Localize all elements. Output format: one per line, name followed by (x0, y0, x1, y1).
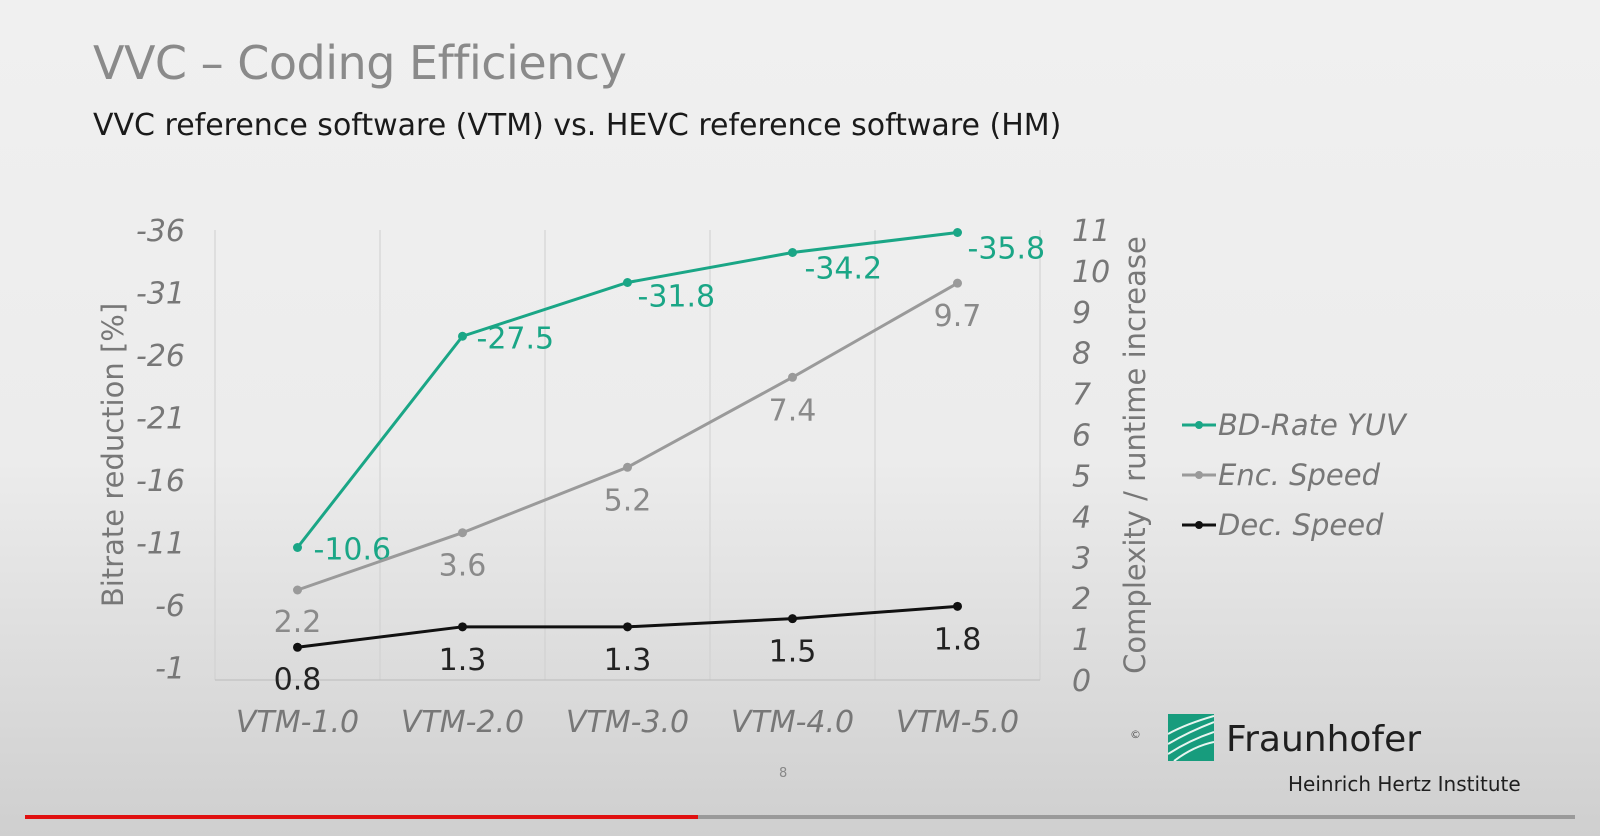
right-tick-label: 0 (1072, 664, 1091, 699)
data-point (623, 278, 632, 287)
legend-marker (1195, 421, 1203, 429)
right-tick-label: 4 (1072, 500, 1091, 535)
x-tick-label: VTM-3.0 (566, 705, 689, 740)
right-tick-label: 5 (1072, 459, 1091, 494)
data-label: -35.8 (968, 232, 1046, 267)
data-label: 3.6 (439, 549, 487, 584)
left-tick-label: -31 (136, 277, 185, 312)
data-point (458, 528, 467, 538)
legend-marker (1195, 471, 1203, 479)
data-point (788, 614, 797, 624)
right-axis-title: Complexity / runtime increase (1118, 236, 1152, 674)
data-label: 1.3 (439, 643, 487, 678)
data-label: 5.2 (604, 483, 652, 518)
right-tick-label: 9 (1072, 296, 1091, 331)
right-tick-label: 1 (1072, 623, 1091, 658)
video-progress-fill (25, 815, 698, 819)
data-point (458, 331, 467, 341)
data-point (293, 642, 302, 652)
left-axis-title: Bitrate reduction [%] (96, 303, 130, 607)
data-label: -31.8 (638, 280, 716, 315)
legend-label: Dec. Speed (1218, 508, 1384, 542)
x-tick-label: VTM-1.0 (236, 705, 359, 740)
data-label: 1.3 (604, 643, 652, 678)
data-label: -27.5 (477, 321, 555, 356)
left-tick-label: -36 (136, 214, 185, 249)
data-point (623, 462, 632, 472)
logo-subtitle: Heinrich Hertz Institute (1288, 772, 1521, 796)
data-label: 1.8 (934, 622, 982, 657)
data-point (953, 601, 962, 611)
data-point (623, 622, 632, 632)
legend-label: Enc. Speed (1218, 458, 1381, 492)
left-tick-label: -26 (136, 339, 185, 374)
data-label: 7.4 (769, 393, 817, 428)
page-number: 8 (779, 766, 788, 781)
right-tick-label: 8 (1072, 337, 1091, 372)
right-tick-label: 10 (1072, 255, 1110, 290)
video-progress-bar[interactable] (25, 815, 1575, 819)
legend-label: BD-Rate YUV (1218, 408, 1408, 442)
data-label: 0.8 (274, 662, 322, 697)
slide-subtitle: VVC reference software (VTM) vs. HEVC re… (93, 108, 1062, 143)
copyright-mark: © (1130, 728, 1141, 741)
x-tick-label: VTM-2.0 (401, 705, 524, 740)
series-line-1 (297, 281, 959, 592)
right-tick-label: 11 (1072, 214, 1110, 249)
data-label: 2.2 (274, 605, 322, 640)
data-point (293, 543, 302, 552)
slide-title: VVC – Coding Efficiency (93, 36, 627, 90)
data-label: 1.5 (769, 635, 817, 670)
data-point (293, 585, 302, 595)
legend-marker (1195, 521, 1203, 529)
data-point (788, 248, 797, 257)
data-point (953, 278, 962, 288)
right-tick-label: 7 (1072, 378, 1091, 413)
data-point (788, 372, 797, 382)
right-tick-label: 2 (1072, 582, 1091, 617)
right-tick-label: 6 (1072, 419, 1091, 454)
x-tick-label: VTM-5.0 (896, 705, 1019, 740)
data-label: -34.2 (805, 252, 883, 287)
left-tick-label: -11 (136, 527, 185, 562)
left-tick-label: -6 (155, 589, 185, 624)
data-label: 9.7 (934, 299, 982, 334)
left-tick-label: -21 (136, 402, 185, 437)
left-tick-label: -1 (155, 652, 185, 687)
right-tick-label: 3 (1072, 541, 1091, 576)
fraunhofer-logo-mark-icon (1168, 714, 1214, 761)
logo-name: Fraunhofer (1226, 719, 1422, 760)
data-point (953, 228, 962, 237)
data-point (458, 622, 467, 632)
left-tick-label: -16 (136, 464, 185, 499)
x-tick-label: VTM-4.0 (731, 705, 854, 740)
